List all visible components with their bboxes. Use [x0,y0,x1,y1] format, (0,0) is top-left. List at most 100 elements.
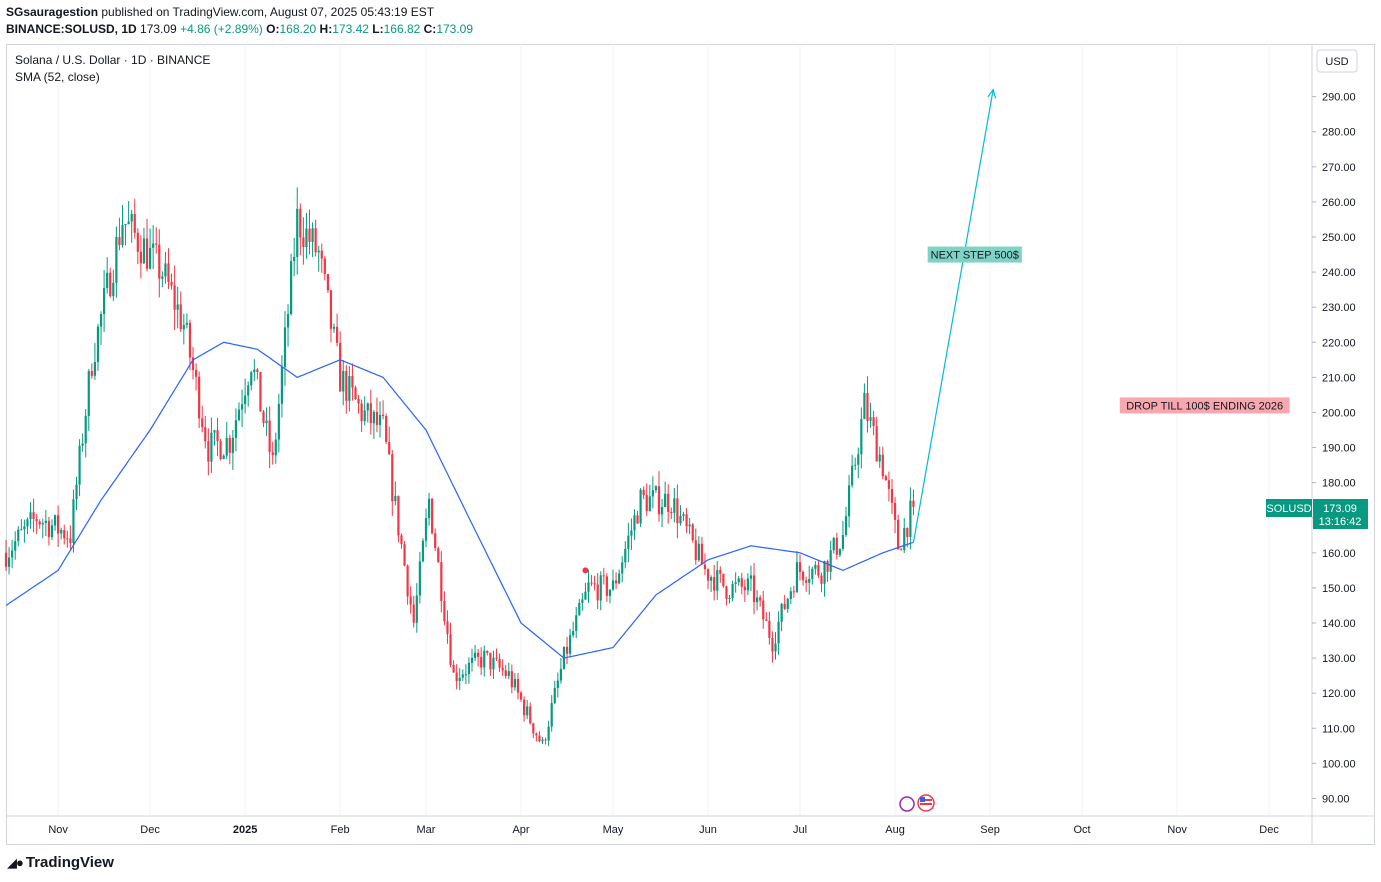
candle-body-222 [685,514,688,527]
brand-name: TradingView [25,854,114,871]
high-value: 173.42 [332,22,369,36]
candle-body-112 [348,375,351,401]
candle-body-180 [556,680,559,689]
candle-body-116 [360,403,363,422]
event-icon[interactable] [899,796,915,812]
price-label-countdown: 13:16:42 [1319,516,1362,528]
price-axis[interactable]: 90.00 100.00 110.00 120.00 130.00 140.00 150.0… [1312,92,1356,806]
candle-body-277 [854,464,857,466]
candle-body-33 [106,272,109,289]
candle-body-167 [516,679,520,693]
candle-body-250 [771,637,774,652]
candle-body-63 [198,376,201,419]
candle-body-69 [216,430,219,442]
candle-body-57 [179,304,182,330]
candle-body-169 [523,699,526,716]
x-tick-label-10: Sep [980,824,1000,836]
candle-body-265 [817,564,820,576]
candle-body-106 [329,290,333,329]
candle-body-81 [253,369,256,373]
candle-body-24 [78,445,81,485]
candle-body-131 [406,565,409,597]
candle-body-20 [66,538,69,540]
candle-body-197 [608,589,612,596]
candle-body-196 [605,576,608,596]
y-tick-label-6: 150.00 [1322,583,1356,595]
candle-body-14 [47,520,51,538]
candle-body-99 [308,228,311,242]
candle-body-236 [728,597,731,599]
candle-body-65 [204,427,207,442]
sma-line [5,341,914,659]
candle-body-211 [651,490,654,497]
candle-body-107 [332,326,336,329]
price-label-bg [1313,499,1368,529]
projection-arrow[interactable] [912,88,997,543]
candle-body-237 [731,583,734,598]
annotation-text-0[interactable]: NEXT STEP 500$ [931,250,1019,262]
candle-body-163 [504,670,507,677]
candle-body-75 [234,420,238,438]
currency-box[interactable] [1316,49,1358,73]
chart-legend-indicator[interactable]: SMA (52, close) [15,70,100,84]
x-tick-label-3: Feb [331,824,350,836]
candle-body-48 [152,243,155,248]
candle-body-47 [148,247,152,269]
candle-body-125 [388,441,391,455]
events-icons[interactable] [899,794,935,812]
candle-body-223 [688,524,691,527]
candle-body-293 [903,527,906,551]
candle-body-294 [906,527,909,538]
candle-body-241 [743,586,746,591]
candle-body-278 [857,454,860,465]
candle-body-271 [835,537,838,555]
y-tick-label-17: 260.00 [1322,197,1356,209]
candle-body-149 [461,674,464,678]
candle-body-144 [446,621,449,635]
candle-body-77 [240,404,244,410]
x-tick-label-5: Apr [512,824,529,836]
candle-body-13 [44,520,47,524]
candle-body-287 [884,476,887,481]
candle-body-261 [805,580,808,583]
candle-body-70 [219,441,222,460]
candle-body-269 [829,550,832,572]
y-tick-label-4: 130.00 [1322,653,1356,665]
candle-body-66 [207,441,210,462]
candle-body-198 [611,580,615,590]
time-axis[interactable]: Nov Dec 2025 Feb Mar Apr May Jun Jul Aug Sep Oct Nov… [48,824,1279,836]
y-tick-label-19: 280.00 [1322,127,1356,139]
candle-body-76 [237,409,241,421]
candle-body-86 [268,420,271,453]
annotation-text-1[interactable]: DROP TILL 100$ ENDING 2026 [1126,400,1283,412]
candle-body-159 [492,657,495,670]
candle-body-200 [618,573,621,584]
candle-body-59 [185,322,188,325]
candle-body-240 [740,578,743,587]
candle-body-3 [14,541,17,551]
candle-body-11 [38,521,41,525]
close-label: C: [423,22,437,36]
candle-body-217 [670,512,673,514]
symbol-name: BINANCE:SOLUSD, 1D [6,22,137,36]
candle-body-273 [841,534,845,549]
y-tick-label-1: 100.00 [1322,758,1356,770]
candle-body-90 [280,366,284,404]
candle-body-84 [262,411,265,423]
x-tick-label-11: Oct [1074,824,1091,836]
candle-body-255 [786,598,789,609]
author-name[interactable]: SGsauragestion [6,5,99,19]
candle-body-72 [225,437,228,456]
candle-body-89 [277,403,280,440]
candle-body-40 [127,221,130,224]
candle-body-2 [11,550,14,558]
candle-body-252 [777,621,780,644]
tradingview-logo[interactable]: ◢● TradingView [7,854,114,871]
candle-body-243 [749,575,753,579]
candle-body-292 [900,549,903,551]
candle-body-256 [789,591,792,599]
candle-body-123 [381,414,385,417]
candle-body-82 [256,369,259,373]
candle-body-210 [648,496,651,512]
